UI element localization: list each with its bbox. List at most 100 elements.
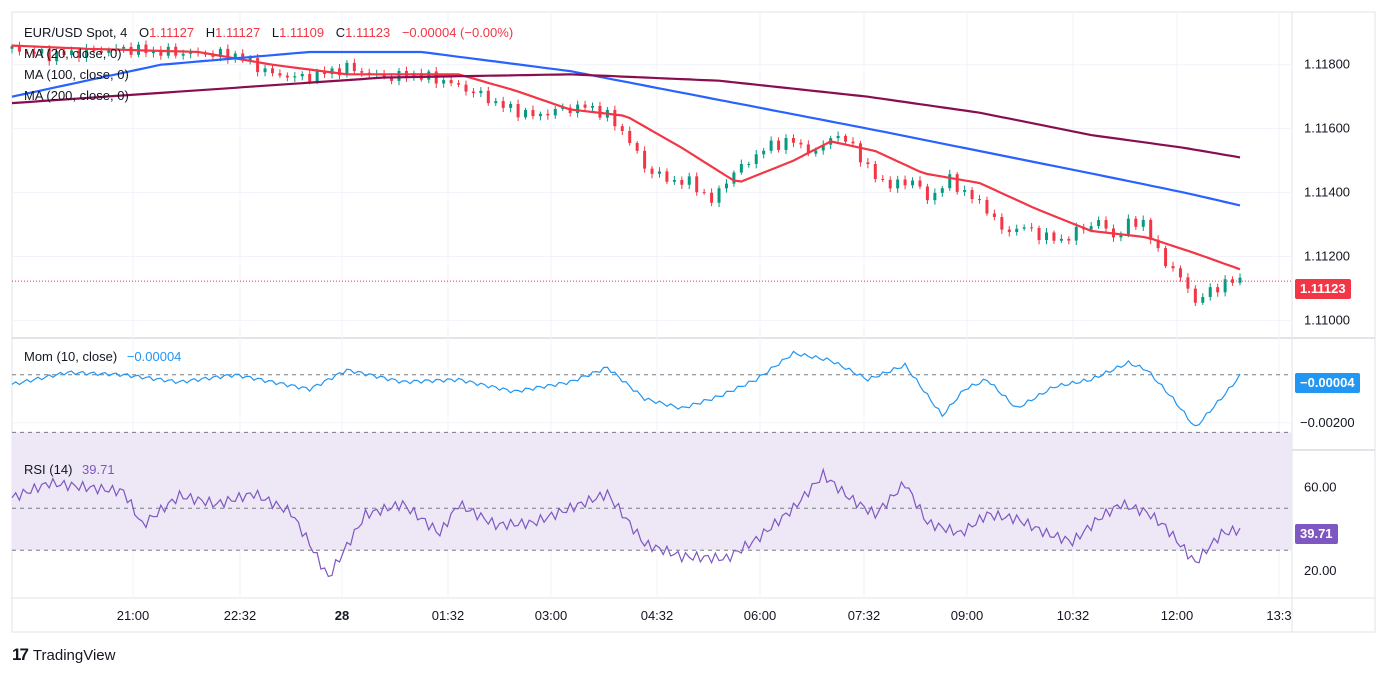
candle-body xyxy=(591,105,595,108)
tradingview-logo[interactable]: 17 TradingView xyxy=(12,645,115,665)
candle-body xyxy=(1186,277,1190,289)
candle-body xyxy=(464,84,468,92)
candle-body xyxy=(866,162,870,164)
candle-body xyxy=(1015,228,1019,233)
candle-body xyxy=(1156,239,1160,249)
candle-body xyxy=(144,44,148,54)
candle-body xyxy=(270,68,274,74)
candle-body xyxy=(925,186,929,201)
candle-body xyxy=(553,108,557,116)
candle-body xyxy=(888,179,892,189)
candle-body xyxy=(784,138,788,150)
low-label: L xyxy=(271,25,280,40)
candle-body xyxy=(985,199,989,214)
candle-body xyxy=(814,150,818,154)
candle-body xyxy=(836,135,840,139)
candle-body xyxy=(1030,227,1034,229)
candle-body xyxy=(948,174,952,189)
candle-body xyxy=(1089,226,1093,230)
candle-body xyxy=(546,113,550,116)
time-tick-label: 12:00 xyxy=(1161,608,1194,623)
candle-body xyxy=(17,46,21,52)
candle-body xyxy=(754,154,758,164)
candle-body xyxy=(427,71,431,80)
candle-body xyxy=(352,62,356,72)
candle-body xyxy=(680,180,684,185)
candle-body xyxy=(657,171,661,174)
candle-body xyxy=(911,180,915,186)
rsi-price-tag: 39.71 xyxy=(1295,524,1338,544)
candle-body xyxy=(635,142,639,151)
mom-value: −0.00004 xyxy=(126,349,182,364)
candle-body xyxy=(1171,266,1175,269)
candle-body xyxy=(1201,296,1205,303)
time-tick-label: 01:32 xyxy=(432,608,465,623)
candle-body xyxy=(762,150,766,155)
candle-body xyxy=(226,48,230,60)
candle-body xyxy=(479,90,483,94)
candle-body xyxy=(732,172,736,184)
candle-body xyxy=(628,131,632,143)
high-label: H xyxy=(205,25,216,40)
symbol-name[interactable]: EUR/USD Spot, 4 xyxy=(24,25,128,40)
candle-body xyxy=(211,54,215,57)
candle-body xyxy=(1104,220,1108,229)
candle-body xyxy=(613,109,617,127)
low-value: 1.11109 xyxy=(279,25,325,40)
candle-body xyxy=(181,53,185,56)
tradingview-logo-icon: 17 xyxy=(12,645,29,664)
legend-ma100[interactable]: MA (100, close, 0) xyxy=(24,67,129,82)
candle-body xyxy=(330,68,334,75)
candle-body xyxy=(777,140,781,150)
candle-body xyxy=(40,49,44,54)
close-value: 1.11123 xyxy=(345,25,391,40)
candle-body xyxy=(620,126,624,132)
candle-body xyxy=(672,180,676,182)
ma20-line xyxy=(11,44,1241,271)
candle-body xyxy=(1097,220,1101,227)
candle-body xyxy=(665,171,669,182)
candle-body xyxy=(881,179,885,181)
candle-body xyxy=(1007,229,1011,233)
candle-body xyxy=(1000,217,1004,230)
legend-ma20[interactable]: MA (20, close, 0) xyxy=(24,46,122,61)
candle-body xyxy=(851,141,855,144)
time-tick-label: 21:00 xyxy=(117,608,150,623)
candle-body xyxy=(1231,279,1235,283)
time-tick-label: 07:32 xyxy=(848,608,881,623)
candle-body xyxy=(1223,279,1227,293)
candle-body xyxy=(293,76,297,78)
candle-body xyxy=(1067,238,1071,241)
candle-body xyxy=(687,176,691,185)
time-tick-label: 22:32 xyxy=(224,608,257,623)
rsi-band-layer xyxy=(12,431,1292,551)
candle-body xyxy=(308,74,312,82)
mom-label: Mom (10, close) xyxy=(24,349,118,364)
candle-body xyxy=(1134,218,1138,227)
candle-body xyxy=(122,46,126,49)
mom-price-tag: −0.00004 xyxy=(1295,373,1360,393)
candle-body xyxy=(955,174,959,192)
candle-body xyxy=(695,176,699,193)
open-label: O xyxy=(138,25,150,40)
candle-body xyxy=(531,109,535,117)
candle-body xyxy=(47,49,51,62)
candle-body xyxy=(1149,219,1153,240)
rsi-label: RSI (14) xyxy=(24,462,73,477)
candle-body xyxy=(77,50,81,58)
rsi-tick-label: 60.00 xyxy=(1304,479,1337,494)
candle-body xyxy=(1216,287,1220,293)
close-label: C xyxy=(335,25,346,40)
mom-legend[interactable]: Mom (10, close) −0.00004 xyxy=(24,349,181,364)
rsi-legend[interactable]: RSI (14) 39.71 xyxy=(24,462,115,477)
candle-body xyxy=(598,105,602,118)
candle-body xyxy=(844,135,848,142)
legend-ma200[interactable]: MA (200, close, 0) xyxy=(24,88,129,103)
candle-body xyxy=(561,107,565,109)
candle-body xyxy=(278,73,282,76)
candle-body xyxy=(390,77,394,81)
chart-frame xyxy=(11,11,1376,633)
candle-body xyxy=(457,83,461,85)
